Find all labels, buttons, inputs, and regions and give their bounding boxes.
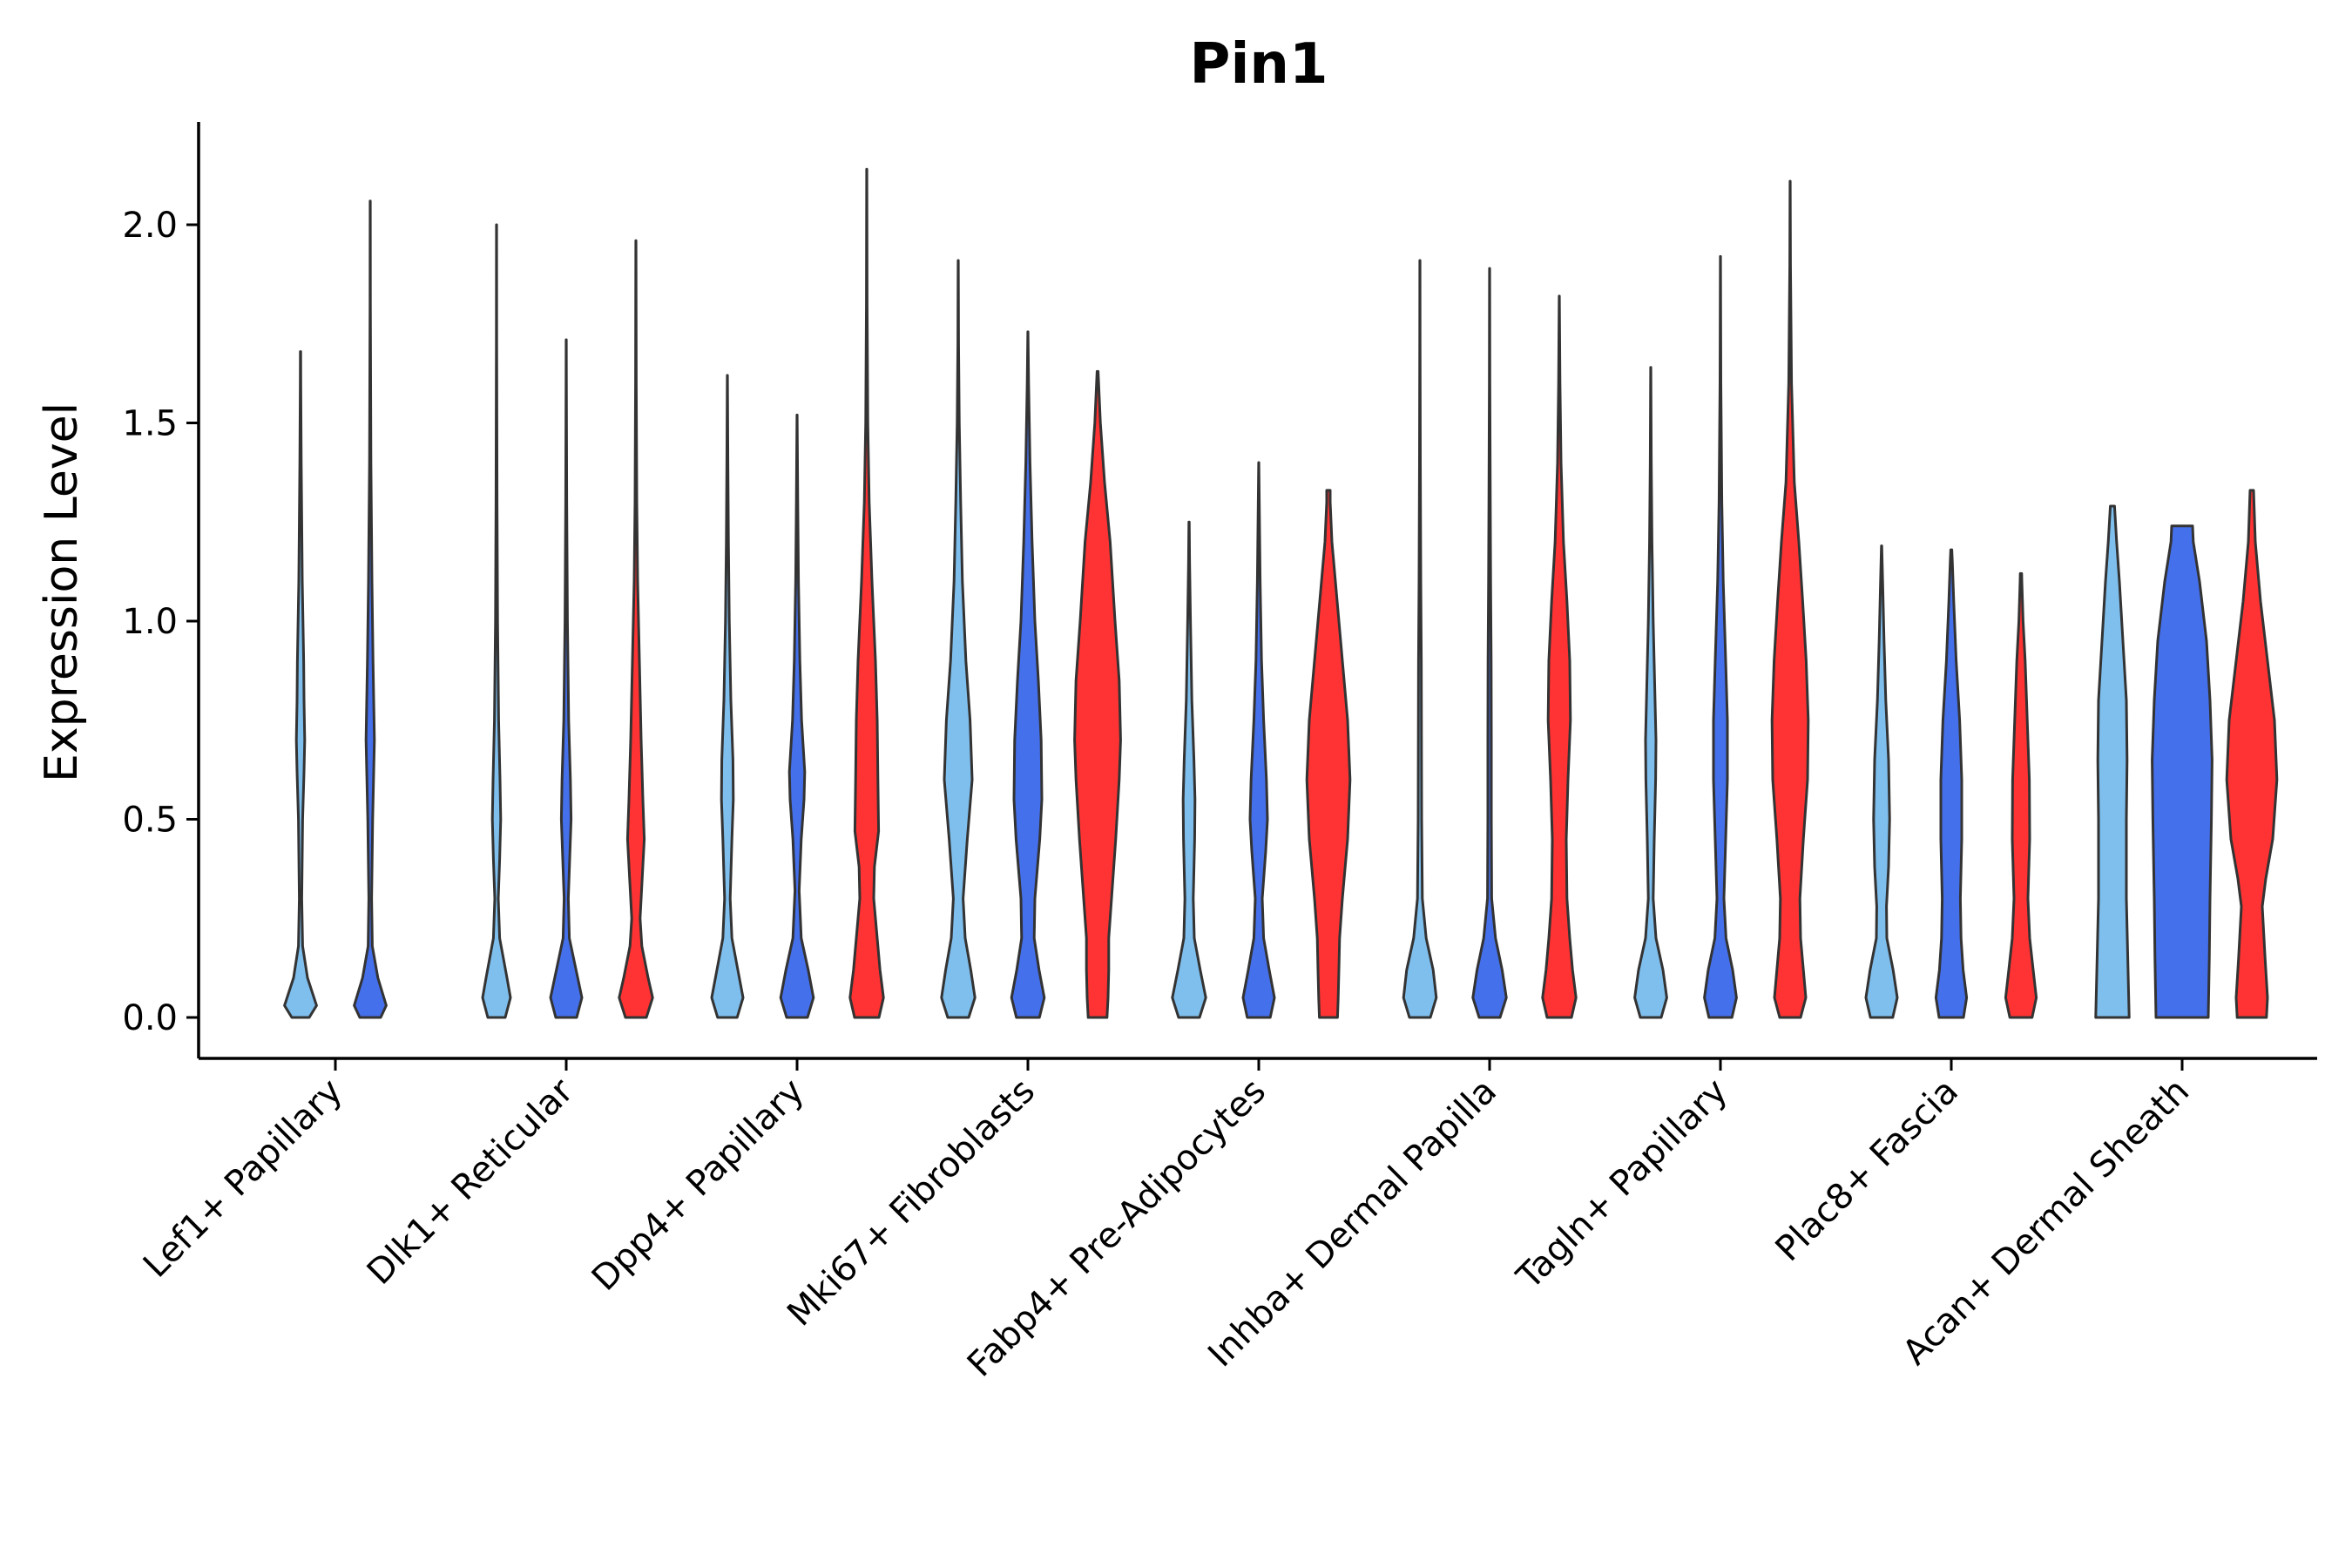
violin-7-1 (1633, 366, 1668, 1019)
violin-6-3 (1541, 294, 1578, 1019)
violin-1-1 (283, 350, 318, 1019)
violin-2-3 (618, 239, 654, 1019)
violin-4-2 (1010, 330, 1046, 1019)
x-tick-label: Dpp4+ Papillary (585, 1071, 812, 1299)
violin-5-1 (1171, 520, 1207, 1019)
violin-7-2 (1703, 254, 1738, 1019)
violin-1-2 (353, 199, 388, 1019)
violin-2-2 (549, 338, 584, 1019)
violin-6-2 (1471, 267, 1508, 1019)
violin-3-1 (710, 374, 745, 1019)
x-axis: Lef1+ Papillary Dlk1+ Reticular Dpp4+ Papi… (136, 1057, 2317, 1385)
y-axis: 0.0 0.5 1.0 1.5 2.0 (122, 122, 200, 1058)
x-tick-label: Plac8+ Fascia (1768, 1071, 1967, 1270)
violin-4-1 (940, 259, 977, 1019)
violin-2-1 (481, 223, 512, 1019)
violin-5-2 (1241, 461, 1276, 1019)
violin-3-2 (779, 413, 815, 1019)
violin-6-1 (1402, 259, 1438, 1019)
x-tick-label: Lef1+ Papillary (136, 1071, 350, 1286)
y-axis-label: Expression Level (36, 402, 88, 782)
y-tick-label: 2.0 (122, 206, 178, 246)
violin-9-2 (2151, 524, 2213, 1019)
y-tick-label: 0.5 (122, 801, 178, 841)
x-tick-label: Mki67+ Fibroblasts (780, 1071, 1043, 1335)
violin-8-1 (1864, 544, 1899, 1019)
y-tick-label: 1.0 (122, 602, 178, 642)
violin-8-3 (2004, 571, 2038, 1019)
y-tick-label: 0.0 (122, 998, 178, 1038)
violin-9-3 (2225, 489, 2279, 1019)
violin-9-1 (2094, 504, 2131, 1019)
x-tick-label: Dlk1+ Reticular (360, 1071, 582, 1293)
violin-8-2 (1934, 548, 1969, 1019)
chart-title: Pin1 (1190, 32, 1328, 97)
violin-7-3 (1770, 179, 1810, 1019)
violin-layer (283, 167, 2279, 1019)
x-tick-label: Tagln+ Papillary (1509, 1071, 1735, 1298)
y-tick-label: 1.5 (122, 404, 178, 444)
violin-3-3 (848, 167, 885, 1019)
violin-4-3 (1073, 369, 1122, 1019)
violin-5-3 (1305, 489, 1352, 1019)
